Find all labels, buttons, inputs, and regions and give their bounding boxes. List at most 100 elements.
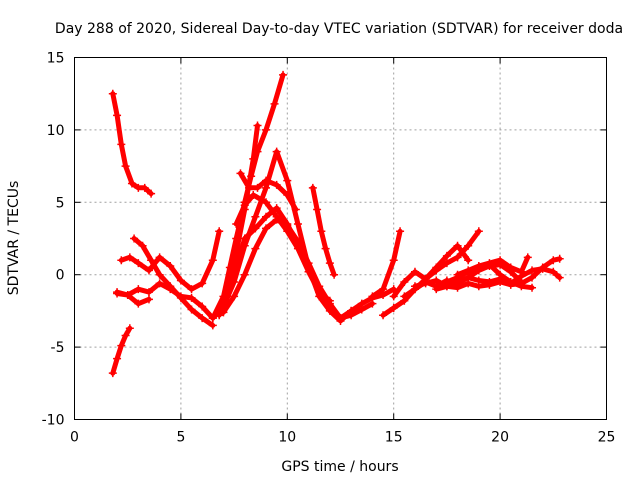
- data-point: [272, 147, 281, 156]
- data-point: [249, 154, 258, 163]
- data-point: [442, 277, 451, 286]
- data-point: [279, 70, 288, 79]
- data-point: [147, 189, 156, 198]
- data-point: [240, 270, 249, 279]
- data-point: [125, 253, 134, 262]
- data-point: [232, 220, 241, 229]
- data-point: [293, 220, 302, 229]
- data-point: [208, 314, 217, 323]
- data-point: [474, 262, 483, 271]
- series-track-1: [108, 89, 156, 198]
- data-point: [187, 285, 196, 294]
- data-point: [262, 212, 271, 221]
- data-point: [474, 282, 483, 291]
- data-point: [249, 191, 258, 200]
- x-tick-label: 20: [491, 430, 509, 446]
- data-point: [198, 279, 207, 288]
- data-point: [464, 266, 473, 275]
- data-point: [113, 289, 122, 298]
- data-point: [336, 314, 345, 323]
- data-point: [223, 292, 232, 301]
- data-point: [442, 251, 451, 260]
- data-point: [208, 256, 217, 265]
- data-point: [134, 259, 143, 268]
- data-point: [506, 277, 515, 286]
- data-point: [236, 169, 245, 178]
- data-point: [474, 227, 483, 236]
- y-tick-label: 10: [47, 123, 65, 139]
- data-point: [517, 282, 526, 291]
- data-point: [144, 288, 153, 297]
- data-point: [155, 279, 164, 288]
- data-point: [538, 263, 547, 272]
- data-point: [270, 99, 279, 108]
- data-point: [379, 285, 388, 294]
- data-point: [453, 270, 462, 279]
- data-point: [389, 256, 398, 265]
- data-point: [464, 279, 473, 288]
- series-track-2: [108, 324, 134, 378]
- x-tick-label: 25: [598, 430, 616, 446]
- series-track-4: [117, 227, 224, 294]
- x-tick-label: 15: [385, 430, 403, 446]
- data-point: [262, 198, 271, 207]
- data-point: [262, 125, 271, 134]
- data-point: [144, 266, 153, 275]
- data-point: [496, 256, 505, 265]
- data-point: [240, 234, 249, 243]
- data-point: [453, 241, 462, 250]
- data-point: [198, 314, 207, 323]
- data-point: [244, 183, 253, 192]
- x-axis-label: GPS time / hours: [281, 459, 398, 475]
- data-point: [389, 304, 398, 313]
- series-track-14: [368, 227, 405, 301]
- series-line: [114, 291, 152, 307]
- series-line: [391, 243, 471, 299]
- data-point: [291, 205, 300, 214]
- data-point: [304, 267, 313, 276]
- data-point: [464, 256, 473, 265]
- data-point: [313, 205, 322, 214]
- series-track-13: [308, 183, 339, 279]
- data-point: [187, 305, 196, 314]
- data-point: [121, 162, 130, 171]
- data-point: [368, 292, 377, 301]
- series-track-21: [453, 253, 532, 279]
- data-point: [308, 183, 317, 192]
- data-point: [283, 191, 292, 200]
- data-point: [330, 270, 339, 279]
- data-point: [134, 299, 143, 308]
- data-point: [147, 256, 156, 265]
- y-tick-label: -5: [51, 340, 65, 356]
- data-point: [555, 254, 564, 263]
- data-point: [215, 311, 224, 320]
- data-point: [140, 183, 149, 192]
- y-tick-label: -10: [42, 413, 65, 429]
- axis-ticks: 0 5 10 15 20 25 -10 -5 0 5 10 15: [42, 51, 616, 446]
- data-point: [138, 241, 147, 250]
- data-point: [293, 244, 302, 253]
- data-point: [396, 227, 405, 236]
- data-point: [549, 256, 558, 265]
- data-point: [325, 259, 334, 268]
- data-point: [347, 306, 356, 315]
- data-point: [272, 180, 281, 189]
- grid: [74, 57, 607, 420]
- series-track-11: [236, 169, 300, 214]
- data-point: [315, 288, 324, 297]
- data-point: [496, 270, 505, 279]
- data-point: [117, 256, 126, 265]
- data-point: [485, 280, 494, 289]
- data-point: [379, 311, 388, 320]
- data-point: [166, 262, 175, 271]
- y-tick-label: 15: [47, 51, 65, 67]
- data-point: [389, 292, 398, 301]
- data-point: [215, 227, 224, 236]
- data-point: [219, 308, 228, 317]
- data-point: [262, 176, 271, 185]
- data-point: [262, 183, 271, 192]
- data-point: [357, 299, 366, 308]
- data-point: [187, 293, 196, 302]
- data-point: [432, 276, 441, 285]
